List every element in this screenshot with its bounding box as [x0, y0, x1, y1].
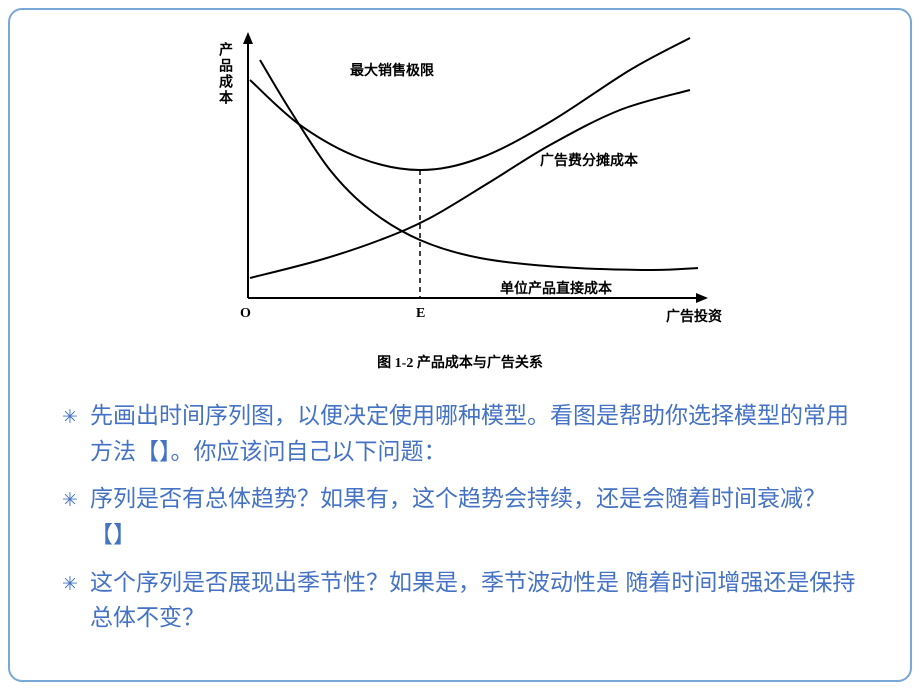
list-item: ✳ 这个序列是否展现出季节性？如果是，季节波动性是 随着时间增强还是保持总体不变…	[62, 565, 860, 636]
x-axis-label: 广告投资	[666, 306, 722, 326]
list-item: ✳ 先画出时间序列图，以便决定使用哪种模型。看图是帮助你选择模型的常用方法【】。…	[62, 398, 860, 469]
bullet-marker-icon: ✳	[62, 481, 90, 515]
bullet-list: ✳ 先画出时间序列图，以便决定使用哪种模型。看图是帮助你选择模型的常用方法【】。…	[62, 398, 860, 648]
curve-label-ad-cost: 广告费分摊成本	[540, 150, 638, 170]
bullet-text: 先画出时间序列图，以便决定使用哪种模型。看图是帮助你选择模型的常用方法【】。你应…	[90, 398, 860, 469]
curve-label-unit-cost: 单位产品直接成本	[500, 278, 612, 298]
bullet-marker-icon: ✳	[62, 565, 90, 599]
bullet-text: 序列是否有总体趋势？如果有，这个趋势会持续，还是会随着时间衰减？【】	[90, 481, 860, 552]
curve-label-max-sales: 最大销售极限	[350, 60, 434, 80]
bullet-text: 这个序列是否展现出季节性？如果是，季节波动性是 随着时间增强还是保持总体不变？	[90, 565, 860, 636]
cost-ad-chart: 产品成本 O E 广告投资 最大销售极限 广告费分摊成本 单位产品直接成本	[210, 30, 734, 340]
chart-caption: 图 1-2 产品成本与广告关系	[0, 352, 920, 372]
list-item: ✳ 序列是否有总体趋势？如果有，这个趋势会持续，还是会随着时间衰减？【】	[62, 481, 860, 552]
origin-label: O	[240, 306, 251, 322]
bullet-marker-icon: ✳	[62, 398, 90, 432]
chart-svg	[210, 30, 734, 340]
marker-e-label: E	[416, 306, 425, 322]
y-axis-label: 产品成本	[214, 42, 234, 106]
